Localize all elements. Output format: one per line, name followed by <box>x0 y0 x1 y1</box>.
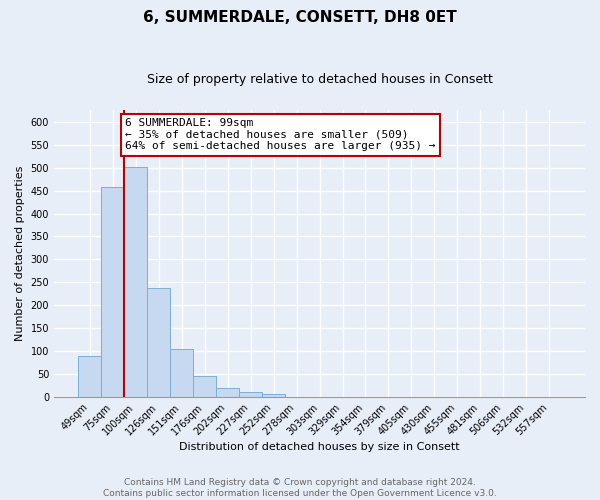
Y-axis label: Number of detached properties: Number of detached properties <box>15 166 25 342</box>
Bar <box>147 288 170 397</box>
X-axis label: Distribution of detached houses by size in Consett: Distribution of detached houses by size … <box>179 442 460 452</box>
Text: Contains HM Land Registry data © Crown copyright and database right 2024.
Contai: Contains HM Land Registry data © Crown c… <box>103 478 497 498</box>
Text: 6 SUMMERDALE: 99sqm
← 35% of detached houses are smaller (509)
64% of semi-detac: 6 SUMMERDALE: 99sqm ← 35% of detached ho… <box>125 118 436 152</box>
Title: Size of property relative to detached houses in Consett: Size of property relative to detached ho… <box>146 72 493 86</box>
Text: 6, SUMMERDALE, CONSETT, DH8 0ET: 6, SUMMERDALE, CONSETT, DH8 0ET <box>143 10 457 25</box>
Bar <box>262 394 285 397</box>
Bar <box>78 356 101 397</box>
Bar <box>101 188 124 397</box>
Bar <box>239 392 262 397</box>
Bar <box>193 376 216 397</box>
Bar <box>124 166 147 397</box>
Bar <box>170 349 193 397</box>
Bar <box>216 388 239 397</box>
